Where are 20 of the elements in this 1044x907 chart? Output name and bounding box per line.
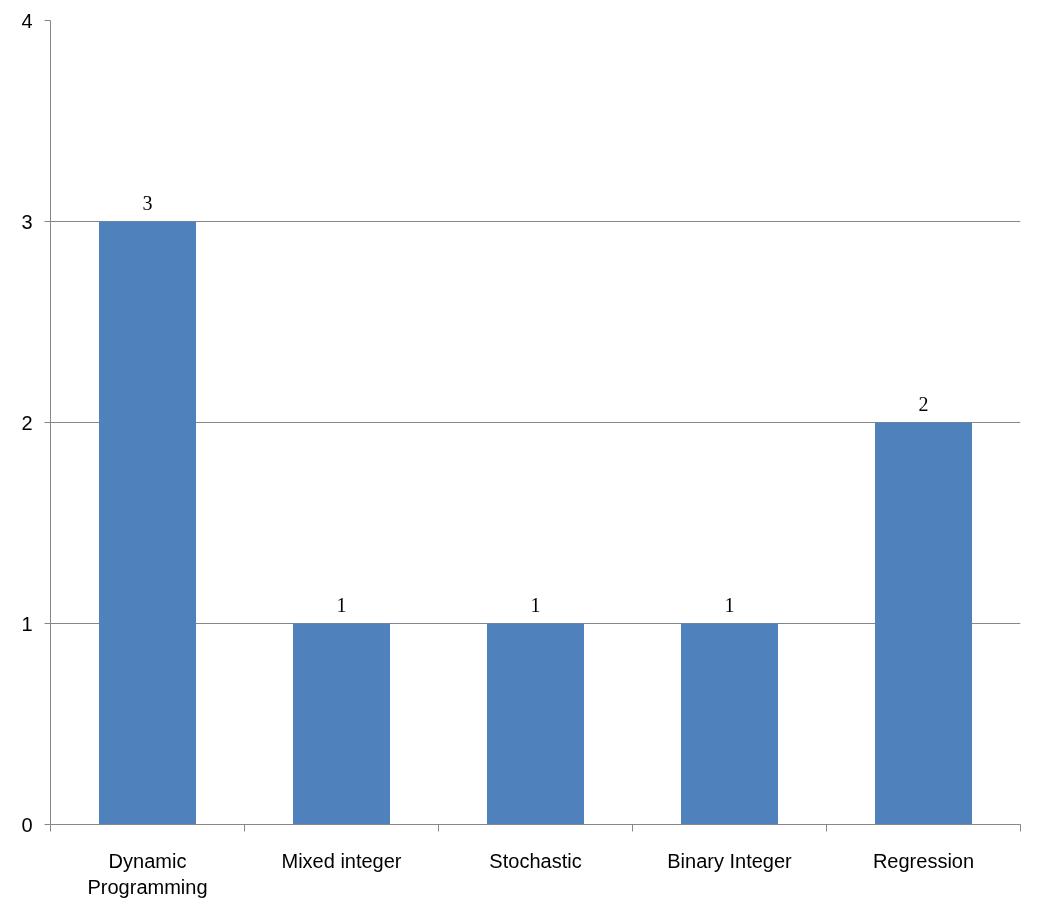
bar: [875, 422, 972, 825]
y-tick-label: 4: [21, 9, 33, 32]
y-tick-label: 1: [21, 612, 33, 635]
y-tick-label: 2: [21, 411, 33, 434]
x-tick-label: Regression: [872, 849, 975, 872]
data-label: 3: [142, 191, 153, 214]
bar: [487, 623, 584, 825]
data-label: 1: [724, 593, 735, 616]
x-tick-label: Binary Integer: [667, 849, 793, 872]
x-tick-label: Mixed integer: [281, 849, 402, 872]
data-label: 1: [530, 593, 541, 616]
x-tick-label: Stochastic: [489, 849, 582, 872]
y-tick-label: 0: [21, 813, 33, 836]
x-tick-label: Dynamic Programming: [87, 849, 208, 898]
bar: [99, 221, 196, 825]
data-label: 2: [918, 392, 929, 415]
y-tick-label: 3: [21, 210, 33, 233]
bar: [293, 623, 390, 825]
data-label: 1: [336, 593, 347, 616]
bar: [681, 623, 778, 825]
